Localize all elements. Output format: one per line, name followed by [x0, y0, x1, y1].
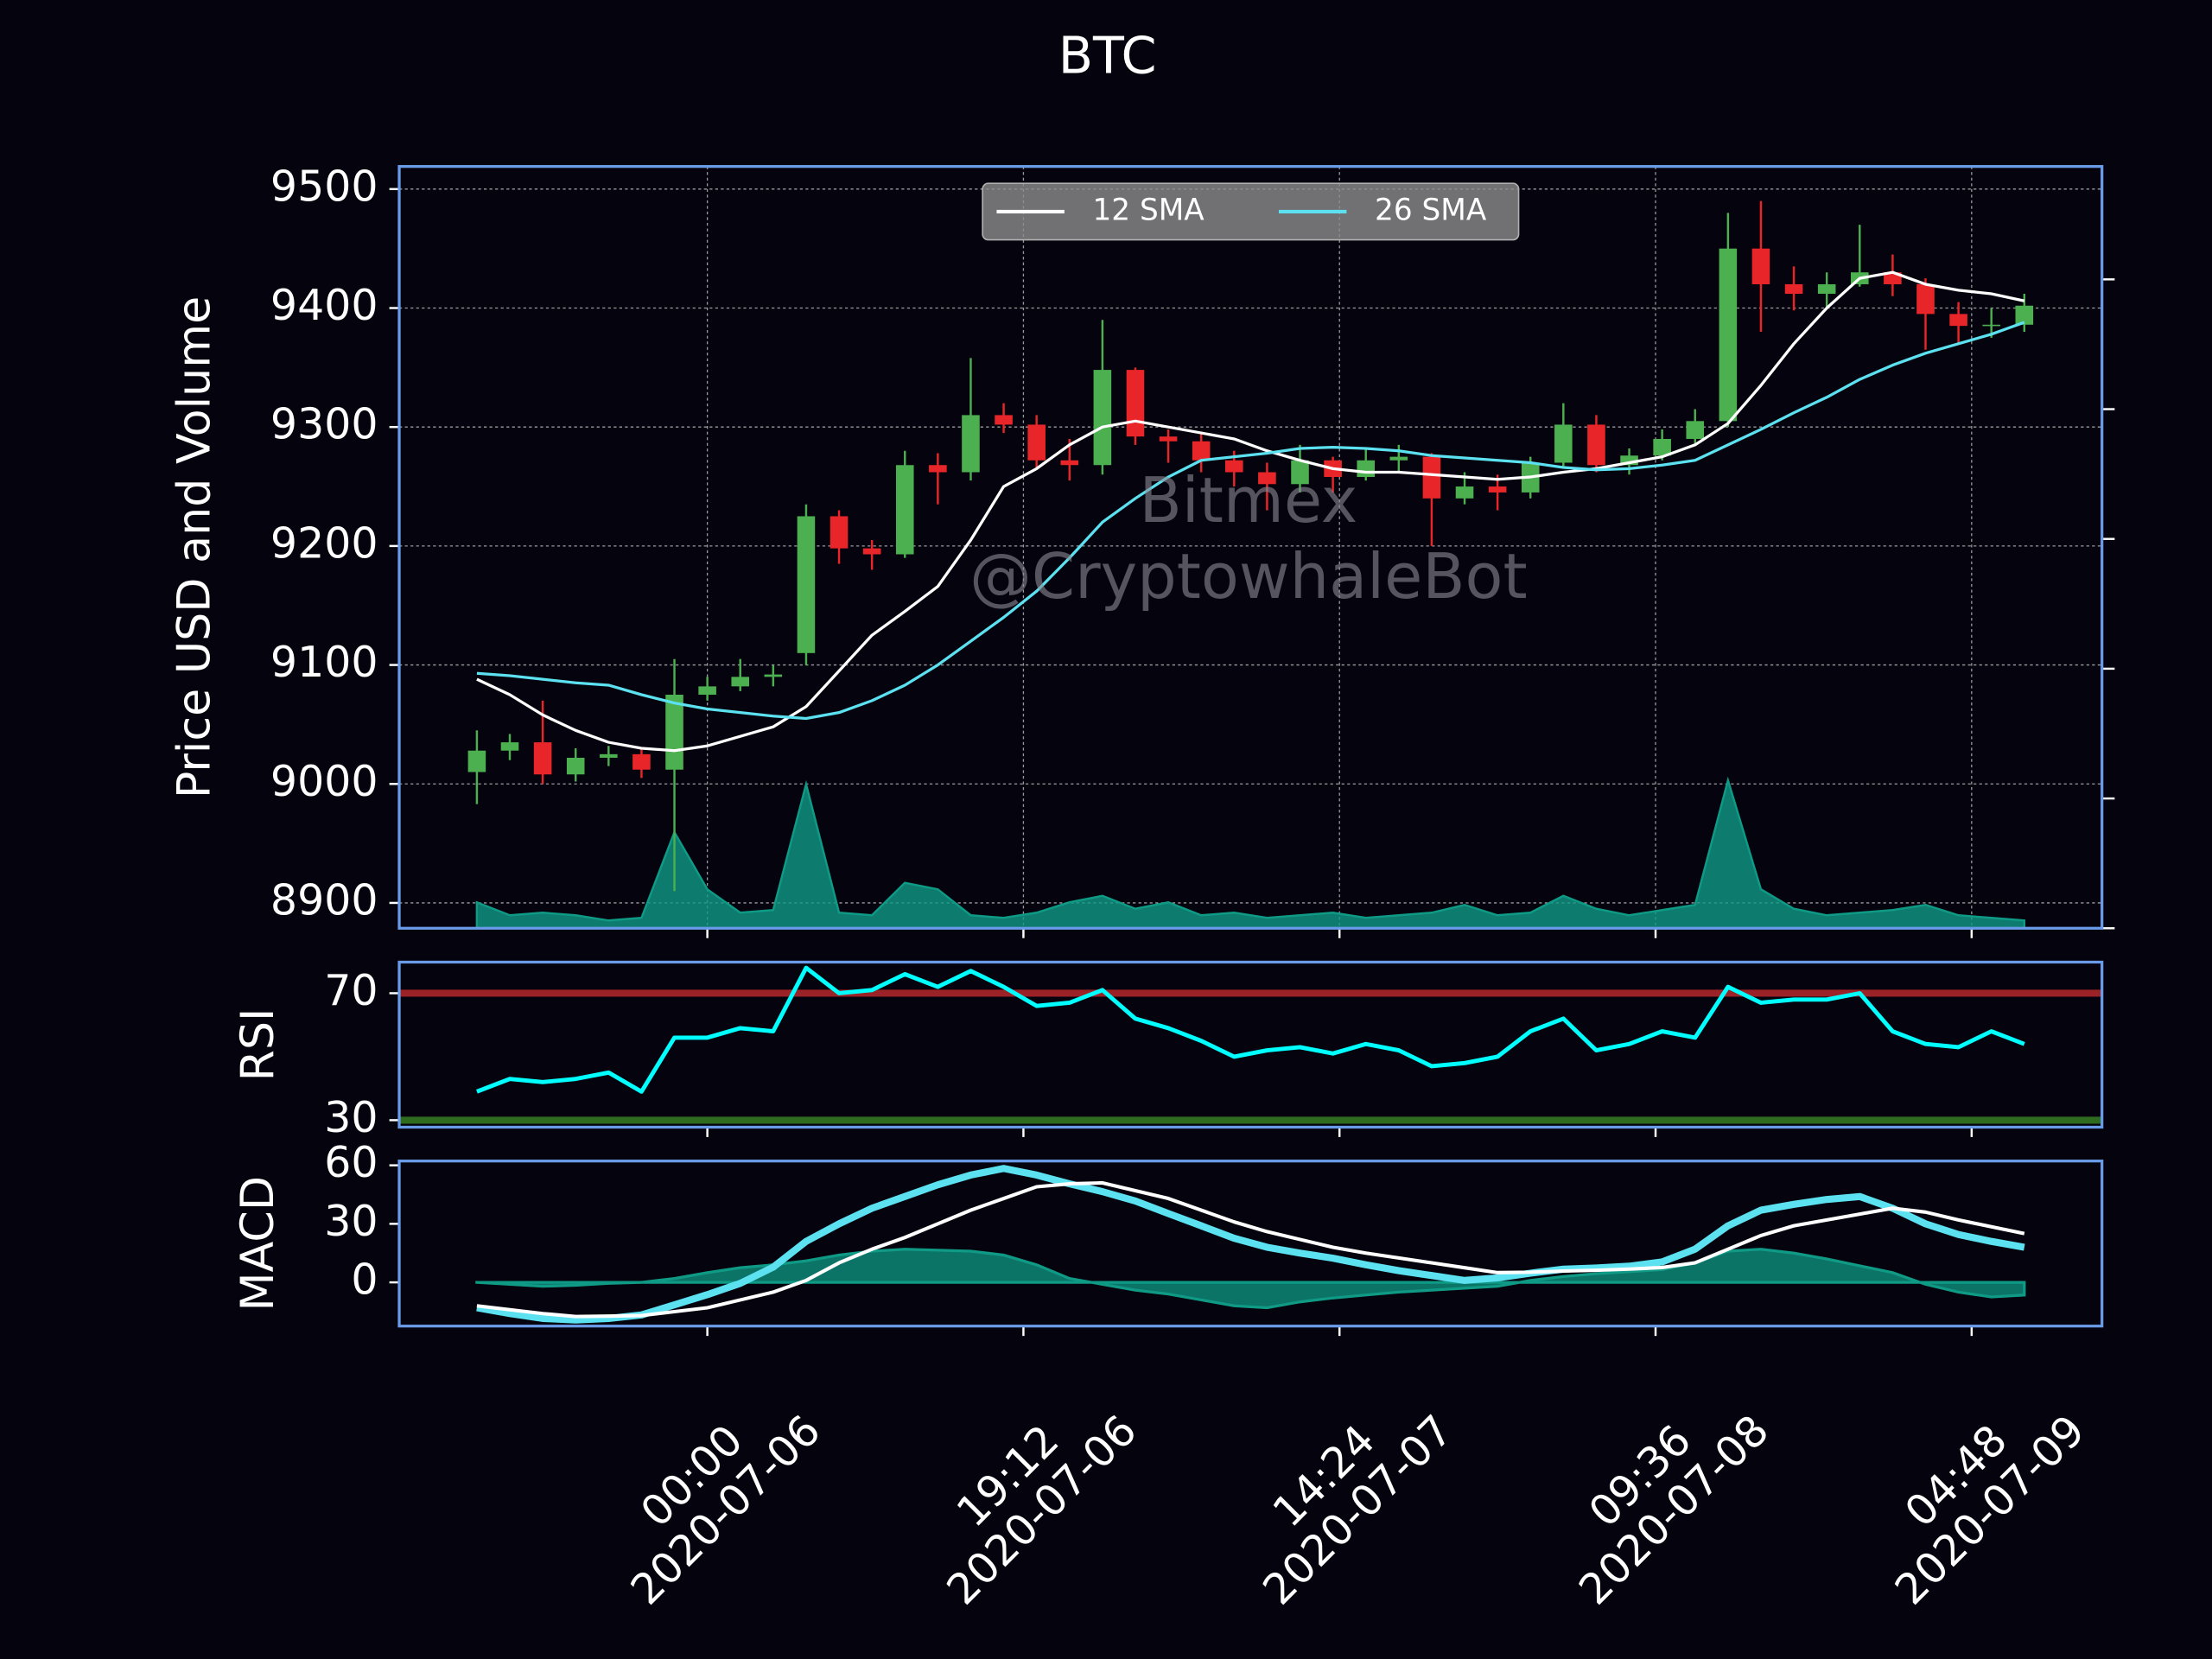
candle-body	[2015, 305, 2034, 325]
candle-body	[1027, 424, 1046, 461]
candle-body	[1784, 283, 1803, 294]
candle-body	[1949, 314, 1967, 327]
candle-body	[1982, 324, 2000, 327]
series-line	[476, 321, 2025, 721]
candle-body	[500, 742, 519, 751]
y-tick-label: 60	[324, 1138, 378, 1187]
series-line	[476, 1165, 2025, 1324]
candle-body	[467, 750, 486, 772]
candle-body	[1389, 456, 1408, 461]
y-tick-label: 9200	[270, 518, 378, 568]
y-axis-label: Price USD and Volume	[169, 296, 221, 798]
candle-body	[1093, 370, 1112, 466]
candle-body	[995, 415, 1013, 425]
candle-body	[731, 677, 750, 687]
y-axis-label: RSI	[232, 1008, 284, 1082]
panel-frame	[397, 960, 2104, 1129]
y-tick-label: 9300	[270, 400, 378, 449]
y-axis-label: MACD	[232, 1176, 284, 1312]
plot-area	[475, 1165, 2026, 1324]
candle-body	[764, 674, 783, 677]
panel-frame	[397, 1160, 2104, 1328]
y-tick-label: 9400	[270, 281, 378, 330]
legend-label: 12 SMA	[1092, 193, 1205, 227]
candle-body	[1159, 436, 1178, 442]
candle-body	[929, 465, 947, 473]
candle-body	[1060, 460, 1079, 466]
candle-body	[1192, 441, 1211, 461]
legend-label: 26 SMA	[1375, 193, 1487, 227]
candle-body	[566, 757, 585, 775]
candle-body	[1291, 460, 1309, 485]
candle-body	[1817, 283, 1836, 294]
candle-body	[1653, 438, 1671, 456]
y-tick-label: 8900	[270, 875, 378, 925]
candle-body	[1422, 456, 1441, 499]
y-tick-label: 30	[324, 1093, 378, 1142]
y-tick-label: 0	[351, 1255, 378, 1305]
candle-body	[1488, 486, 1507, 493]
series-line	[476, 965, 2025, 1094]
y-tick-label: 70	[324, 966, 378, 1015]
y-tick-label: 9000	[270, 757, 378, 806]
candle-body	[895, 465, 914, 555]
series-line	[476, 270, 2025, 753]
watermark: Bitmex	[1139, 464, 1357, 537]
volume-area	[475, 776, 2026, 929]
candle-body	[1719, 248, 1738, 422]
series-line	[476, 1180, 2025, 1319]
y-tick-label: 9500	[270, 162, 378, 211]
candle-body	[962, 415, 980, 473]
candle-body	[1225, 460, 1243, 473]
legend-box	[982, 182, 1520, 241]
candle-body	[1357, 460, 1375, 478]
candle-body	[1258, 472, 1276, 485]
candle-body	[862, 548, 881, 555]
plot-area	[399, 166, 2102, 929]
candle-body	[1916, 283, 1935, 315]
candle-body	[1455, 486, 1474, 499]
candle-body	[600, 753, 618, 758]
candle-body	[830, 516, 849, 549]
candle-body	[1126, 370, 1145, 437]
candle-body	[1751, 248, 1770, 284]
candle-body	[632, 753, 651, 770]
y-tick-label: 9100	[270, 638, 378, 687]
candle-body	[533, 742, 552, 775]
candle-body	[1554, 424, 1573, 463]
candle-body	[1686, 421, 1705, 439]
candle-body	[665, 694, 683, 770]
candle-body	[698, 686, 716, 695]
plot-area	[399, 965, 2102, 1124]
y-tick-label: 30	[324, 1197, 378, 1246]
candle-body	[797, 516, 816, 653]
candle-body	[1620, 455, 1638, 466]
watermark: @CryptowhaleBot	[969, 540, 1528, 613]
candle-body	[1587, 424, 1605, 466]
chart-title: BTC	[1058, 26, 1157, 86]
histogram-area	[475, 1248, 2026, 1310]
panel-frame	[397, 165, 2104, 930]
